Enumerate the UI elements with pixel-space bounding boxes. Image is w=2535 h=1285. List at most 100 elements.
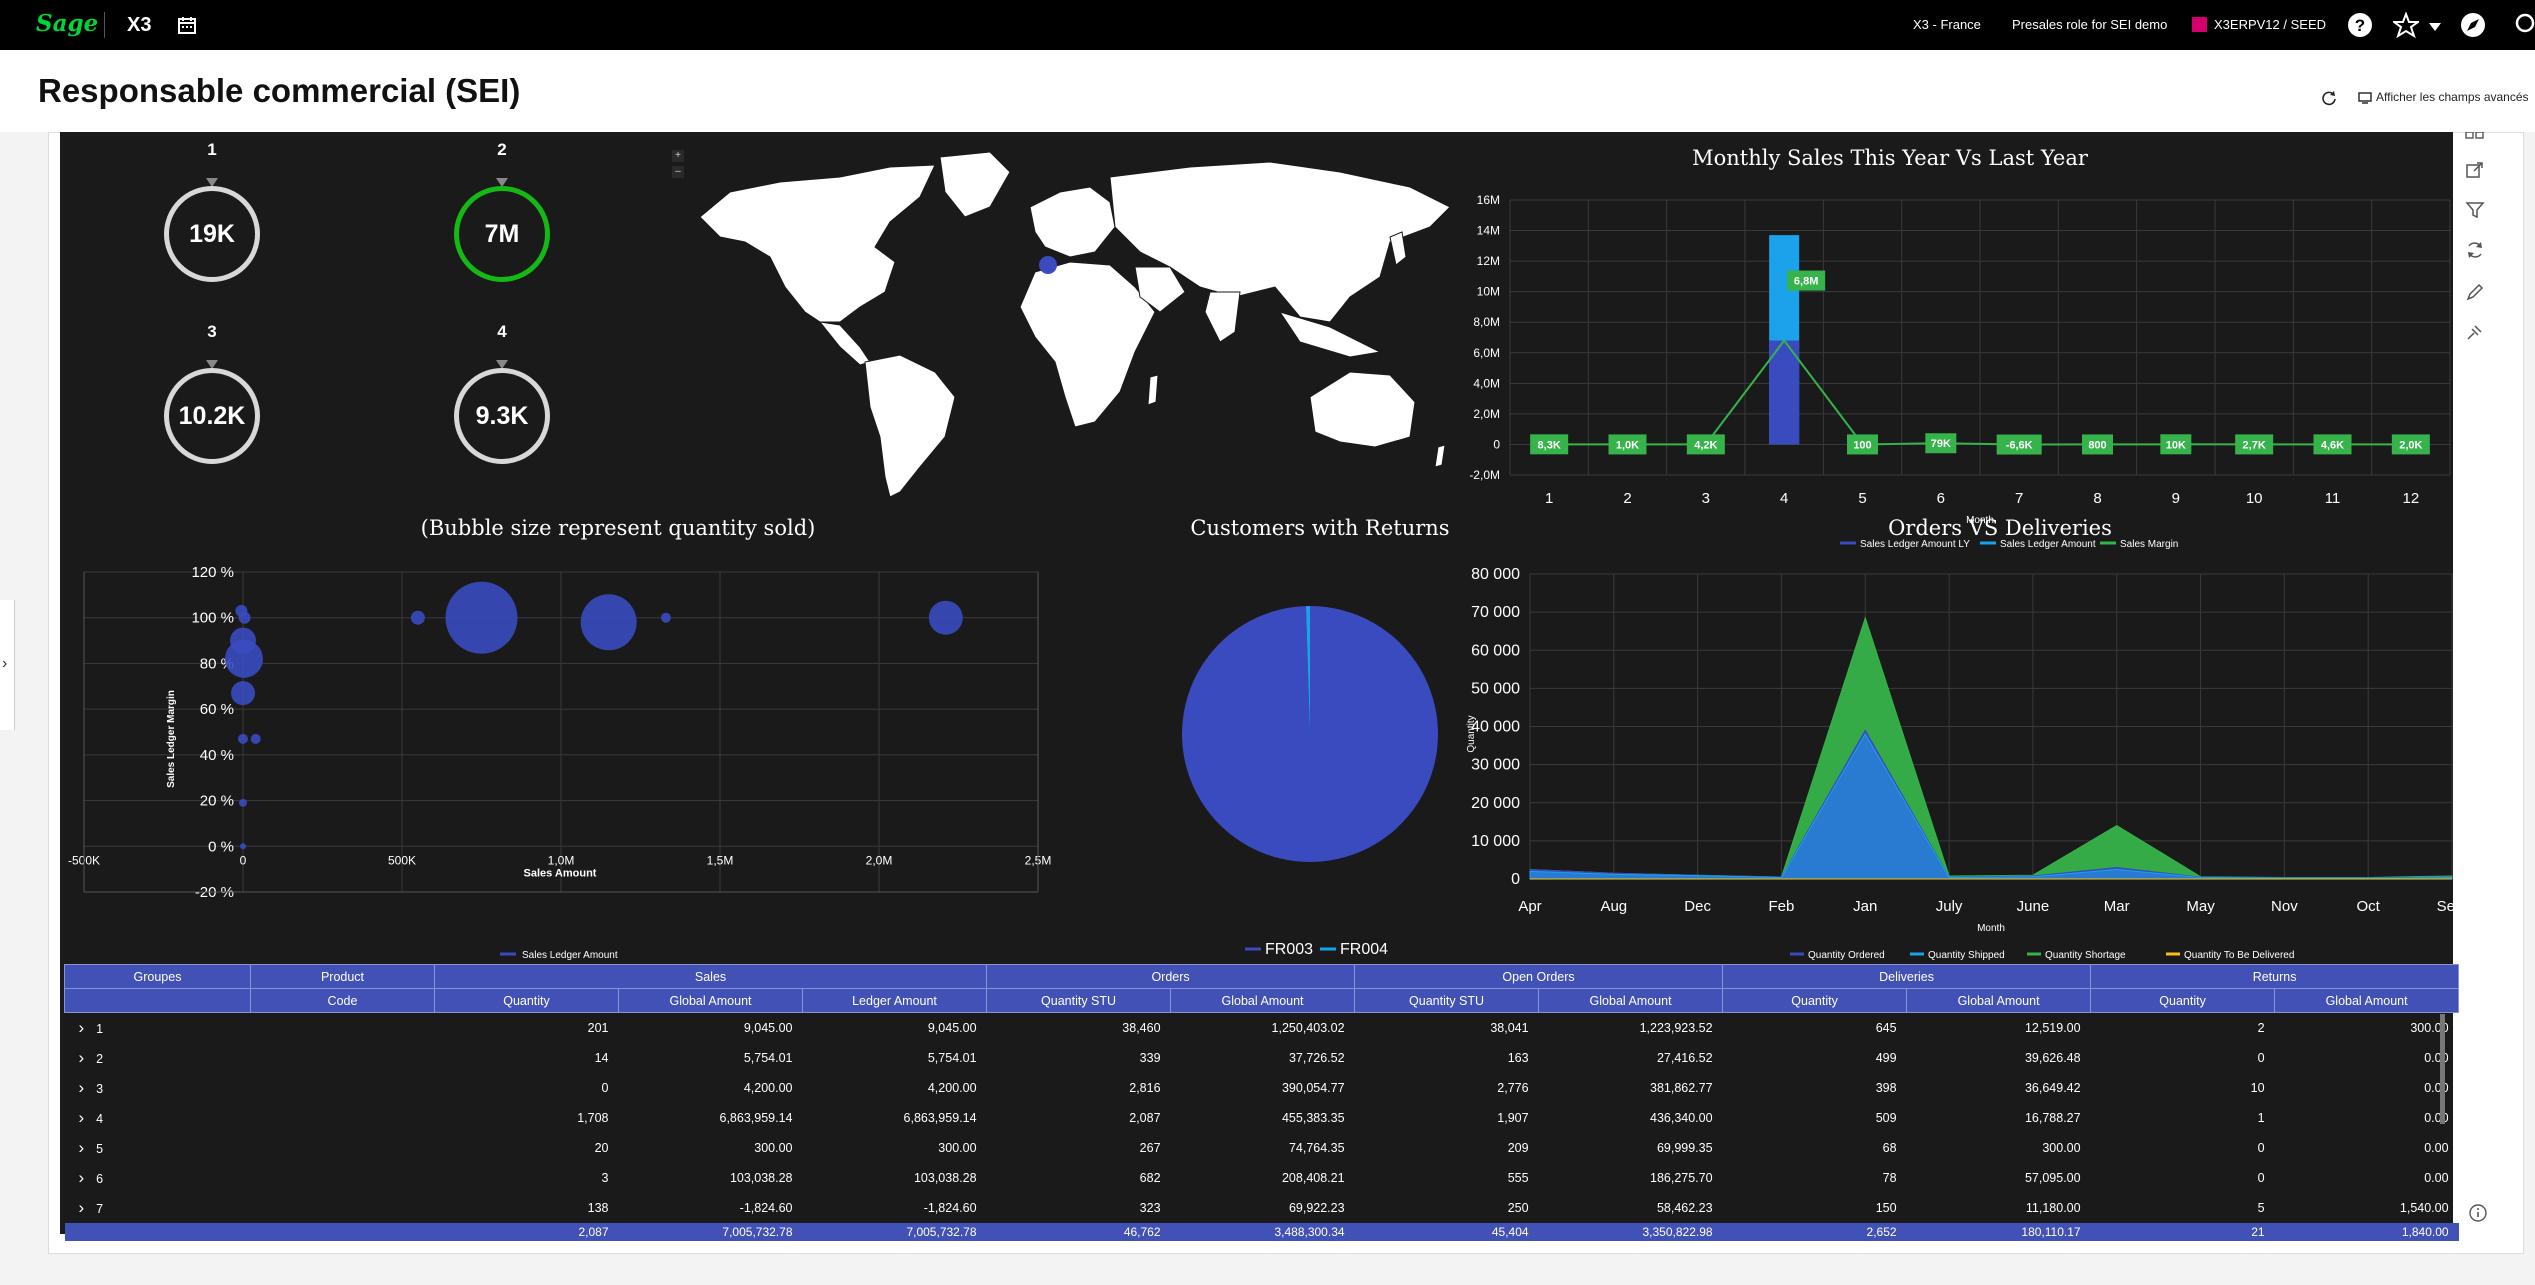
table-cell: 9,045.00 [927,1021,977,1035]
kpi-2-gauge[interactable]: 7M [454,186,550,282]
grid-column-header[interactable] [64,988,251,1013]
row-group-cell[interactable]: › 7 [65,1193,251,1223]
total-cell [64,1223,251,1241]
table-row[interactable]: › 5 20 300.00 300.00 267 74,764.35 209 69,999.35… [65,1133,2459,1163]
calendar-icon[interactable] [177,15,197,35]
row-group-cell[interactable]: › 1 [65,1013,251,1044]
grid-group-header[interactable]: Product [250,964,435,989]
grid-column-header[interactable]: Global Amount [2274,988,2460,1013]
map-highlight-france[interactable] [1039,256,1057,274]
grid-column-header[interactable]: Global Amount [1170,988,1356,1013]
bubble-point-9 [410,610,425,625]
map-region-africa [1019,261,1156,428]
kpi-1-gauge[interactable]: 19K [164,186,260,282]
table-row[interactable]: › 6 3 103,038.28 103,038.28 682 208,408.21 555 1… [65,1163,2459,1193]
sync-icon[interactable] [2465,240,2485,260]
monthly-x-tick: 9 [2172,490,2180,507]
expand-chevron-icon[interactable]: › [78,1168,85,1187]
kpi-3-gauge[interactable]: 10.2K [164,368,260,464]
grid-group-header[interactable]: Groupes [64,964,251,989]
grid-group-header[interactable]: Open Orders [1354,964,1724,989]
role-selector[interactable]: Presales role for SEI demo [2012,17,2168,32]
help-icon[interactable]: ? [2347,12,2373,38]
map-zoom-out-button[interactable]: – [672,166,684,178]
grid-group-header[interactable]: Deliveries [1722,964,2092,989]
table-row[interactable]: › 1 201 9,045.00 9,045.00 38,460 1,250,403.02 3… [65,1013,2459,1044]
orders-chart-title: Orders VS Deliveries [1888,516,2112,540]
grid-column-header[interactable]: Quantity STU [986,988,1172,1013]
table-cell: 10 [2250,1081,2265,1095]
side-panel-toggle[interactable]: › [0,600,15,730]
grid-column-header[interactable]: Global Amount [1538,988,1724,1013]
refresh-icon[interactable] [2321,90,2337,106]
edit-icon[interactable] [2465,282,2485,302]
expand-chevron-icon[interactable]: › [78,1048,85,1067]
expand-chevron-icon[interactable]: › [78,1138,85,1157]
grid-column-header[interactable]: Ledger Amount [801,988,988,1013]
advanced-fields-icon [2358,92,2372,104]
table-row[interactable]: › 7 138 -1,824.60 -1,824.60 323 69,922.23 250 58… [65,1193,2459,1223]
table-cell: 1,540.00 [2399,1201,2449,1215]
kpi-4-gauge[interactable]: 9.3K [454,368,550,464]
advanced-fields-button[interactable]: Afficher les champs avancés [2358,90,2529,104]
filter-icon[interactable] [2465,200,2485,220]
table-row[interactable]: › 2 14 5,754.01 5,754.01 339 37,726.52 163 27,41… [65,1043,2459,1073]
bubble-x-tick: 1,5M [707,853,734,867]
map-zoom-in-button[interactable]: + [672,150,684,162]
grid-column-header[interactable]: Quantity [434,988,619,1013]
monthly-legend-item: Sales Ledger Amount LY [1860,539,1970,550]
table-cell: 0.00 [2424,1111,2449,1125]
sage-logo[interactable]: Sage [36,10,99,37]
compass-icon[interactable] [2460,12,2486,38]
pin-icon[interactable] [2465,322,2485,342]
map-region-north-america [699,164,936,323]
grid-column-header[interactable]: Global Amount [1906,988,2092,1013]
table-cell: 209 [1507,1141,1529,1155]
monthly-y-tick: 8,0M [1473,315,1500,329]
grid-column-header[interactable]: Quantity [1722,988,1908,1013]
world-map[interactable] [690,147,1490,507]
grid-group-header[interactable]: Returns [2090,964,2460,989]
grid-group-header[interactable]: Orders [986,964,1356,989]
monthly-y-tick: 14M [1477,224,1500,238]
grid-column-header[interactable]: Quantity STU [1354,988,1540,1013]
grid-scrollbar[interactable] [2440,1014,2445,1124]
monthly-x-tick: 4 [1780,490,1788,507]
table-cell: 455,383.35 [1281,1111,1345,1125]
total-cell: 45,404 [1354,1223,1539,1241]
table-cell [251,1163,435,1193]
endpoint-selector[interactable]: X3ERPV12 / SEED [2214,17,2326,32]
table-row[interactable]: › 3 0 4,200.00 4,200.00 2,816 390,054.77 2,776 3… [65,1073,2459,1103]
total-cell: 7,005,732.78 [802,1223,987,1241]
row-group-cell[interactable]: › 2 [65,1043,251,1073]
grid-column-header[interactable]: Quantity [2090,988,2276,1013]
expand-chevron-icon[interactable]: › [78,1078,85,1097]
table-row[interactable]: › 4 1,708 6,863,959.14 6,863,959.14 2,087 455,… [65,1103,2459,1133]
export-icon[interactable] [2465,160,2485,180]
product-name[interactable]: X3 [127,14,152,36]
grid-group-header[interactable]: Sales [433,964,988,989]
orders-deliveries-chart[interactable]: 80 000 70 000 60 000 50 000 40 000 30 000 20 0… [1450,544,2453,974]
expand-chevron-icon[interactable]: › [78,1198,85,1217]
grid-column-header[interactable]: Code [250,988,435,1013]
info-icon[interactable] [2468,1203,2488,1223]
row-group-cell[interactable]: › 5 [65,1133,251,1163]
star-icon[interactable] [2393,12,2419,38]
returns-pie-chart[interactable]: FR003 FR004 [1110,544,1550,974]
expand-chevron-icon[interactable]: › [78,1018,85,1037]
row-group-cell[interactable]: › 6 [65,1163,251,1193]
grid-column-header[interactable]: Global Amount [618,988,803,1013]
search-icon[interactable] [2515,12,2535,38]
kpi-1-value: 19K [189,219,235,248]
chevron-down-icon[interactable] [2428,22,2442,32]
monthly-margin-label-bg [2082,434,2113,455]
table-cell: 6,863,959.14 [719,1111,793,1125]
expand-chevron-icon[interactable]: › [78,1108,85,1127]
layout-icon[interactable] [2465,132,2485,140]
company-selector[interactable]: X3 - France [1913,17,1981,32]
row-group-cell[interactable]: › 4 [65,1103,251,1133]
row-group-cell[interactable]: › 3 [65,1073,251,1103]
orders-legend-item: Quantity Ordered [1808,950,1885,961]
